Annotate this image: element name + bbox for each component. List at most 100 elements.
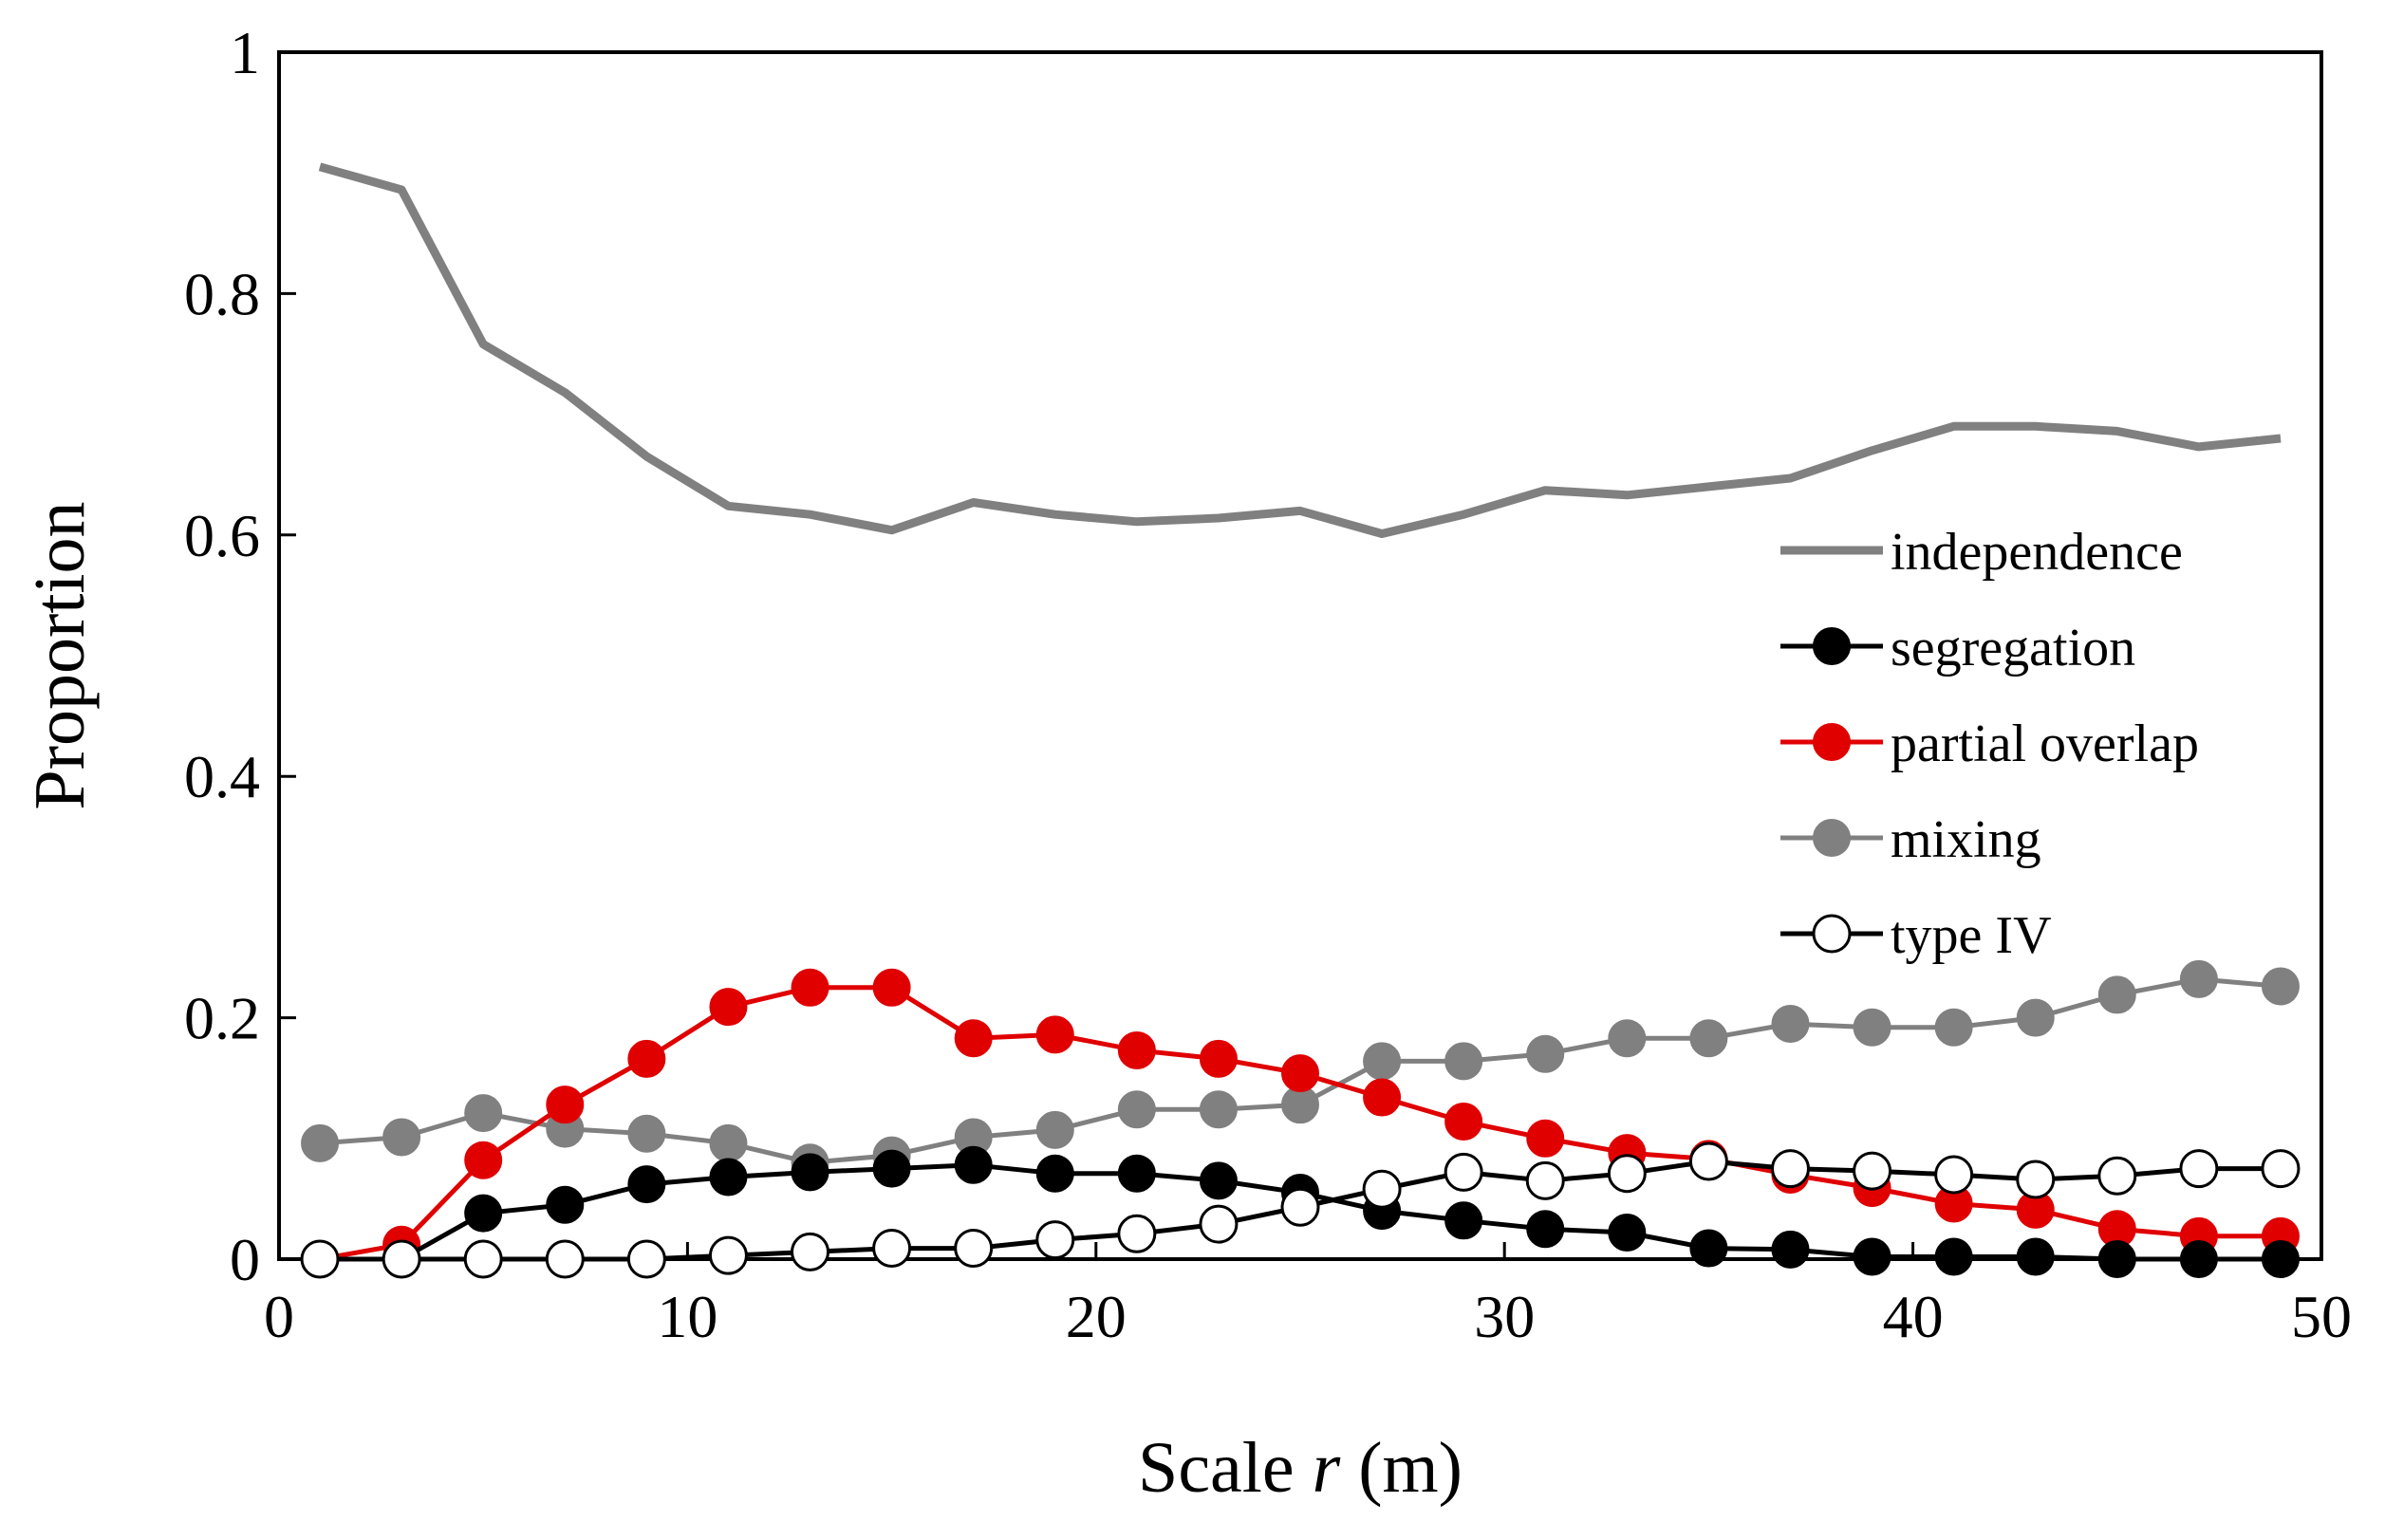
- x-axis-title-prefix: Scale: [1138, 1428, 1313, 1508]
- legend-label-mixing: mixing: [1891, 810, 2041, 869]
- data-point-segregation: [1608, 1214, 1647, 1252]
- legend-swatch-marker: [1813, 627, 1851, 665]
- data-point-segregation: [1771, 1230, 1810, 1269]
- data-point-type-iv: [2097, 1156, 2137, 1196]
- data-point-mixing: [2179, 959, 2218, 998]
- x-tick-label: 50: [2291, 1283, 2352, 1350]
- data-point-type-iv: [1688, 1141, 1728, 1181]
- data-point-mixing: [1771, 1004, 1810, 1043]
- x-axis-title: Scale r (m): [1138, 1428, 1463, 1508]
- data-point-type-iv: [1607, 1154, 1647, 1194]
- legend-label-partial-overlap: partial overlap: [1891, 714, 2199, 773]
- data-point-mixing: [301, 1123, 340, 1162]
- legend-swatch-marker: [1813, 723, 1851, 761]
- x-tick-label: 40: [1883, 1283, 1944, 1350]
- data-point-type-iv: [1035, 1220, 1075, 1260]
- data-point-type-iv: [626, 1239, 666, 1279]
- data-point-mixing: [1608, 1019, 1647, 1058]
- data-point-mixing: [1363, 1042, 1402, 1081]
- data-point-segregation: [1526, 1210, 1565, 1249]
- data-point-mixing: [1444, 1042, 1483, 1081]
- data-point-type-iv: [382, 1239, 421, 1279]
- ticks: 0 10 20 30 40 50 0 0.2 0.4 0.6 0.8 1: [184, 19, 2352, 1350]
- data-point-mixing: [2097, 975, 2136, 1014]
- data-point-segregation: [1689, 1229, 1728, 1268]
- data-point-segregation: [872, 1149, 911, 1188]
- x-tick-label: 20: [1066, 1283, 1127, 1350]
- data-point-type-iv: [300, 1239, 340, 1279]
- data-point-mixing: [1526, 1034, 1565, 1073]
- legend-label-type-iv: type IV: [1891, 906, 2052, 965]
- data-point-segregation: [709, 1158, 748, 1197]
- data-point-segregation: [2097, 1240, 2136, 1278]
- plot-frame: [277, 50, 2323, 1261]
- data-point-mixing: [1689, 1019, 1728, 1058]
- data-point-type-iv: [2179, 1149, 2219, 1189]
- data-point-segregation: [1853, 1237, 1891, 1276]
- data-point-type-iv: [954, 1229, 994, 1269]
- data-point-mixing: [464, 1094, 503, 1133]
- data-point-mixing: [1117, 1090, 1156, 1129]
- y-tick-label: 0.6: [184, 502, 260, 569]
- data-point-partial-overlap: [709, 988, 748, 1027]
- y-axis-title: Proportion: [20, 501, 100, 809]
- data-point-mixing: [2261, 967, 2300, 1006]
- data-point-type-iv: [1934, 1155, 1974, 1195]
- legend: independence segregation partial overlap mi…: [1780, 523, 2199, 965]
- data-point-segregation: [1199, 1161, 1238, 1200]
- y-tick-label: 0.8: [184, 260, 260, 327]
- data-point-type-iv: [1117, 1214, 1157, 1253]
- y-tick-label: 1: [230, 19, 260, 86]
- data-point-partial-overlap: [791, 968, 829, 1007]
- data-point-type-iv: [1525, 1160, 1565, 1200]
- data-point-segregation: [791, 1153, 829, 1192]
- data-point-segregation: [2016, 1237, 2055, 1276]
- data-point-partial-overlap: [872, 968, 911, 1007]
- data-point-segregation: [464, 1194, 503, 1233]
- data-point-type-iv: [1280, 1187, 1320, 1227]
- y-tick-label: 0.2: [184, 985, 260, 1052]
- data-point-partial-overlap: [464, 1141, 503, 1179]
- data-point-mixing: [709, 1123, 748, 1162]
- data-point-type-iv: [1199, 1204, 1239, 1244]
- data-point-type-iv: [2016, 1160, 2056, 1199]
- data-point-mixing: [382, 1118, 421, 1157]
- y-tick-label: 0.4: [184, 743, 260, 810]
- data-point-type-iv: [1853, 1151, 1892, 1191]
- data-point-type-iv: [791, 1232, 830, 1271]
- data-point-segregation: [1035, 1154, 1074, 1193]
- data-point-partial-overlap: [1199, 1039, 1238, 1078]
- data-point-mixing: [1199, 1090, 1238, 1129]
- data-point-type-iv: [708, 1235, 748, 1275]
- x-tick-label: 10: [657, 1283, 717, 1350]
- data-point-partial-overlap: [1035, 1015, 1074, 1054]
- data-point-mixing: [1853, 1008, 1891, 1047]
- data-point-partial-overlap: [954, 1019, 993, 1058]
- y-tick-label: 0: [230, 1226, 260, 1293]
- data-point-mixing: [1035, 1110, 1074, 1149]
- data-point-segregation: [546, 1185, 585, 1224]
- data-point-segregation: [627, 1165, 666, 1204]
- data-point-type-iv: [1444, 1152, 1483, 1192]
- legend-label-segregation: segregation: [1891, 619, 2135, 677]
- data-point-mixing: [1934, 1008, 1973, 1047]
- data-point-segregation: [2261, 1240, 2300, 1278]
- data-point-partial-overlap: [1117, 1030, 1156, 1069]
- data-point-partial-overlap: [1444, 1102, 1483, 1141]
- data-point-type-iv: [463, 1239, 503, 1279]
- legend-swatch-marker: [1812, 914, 1852, 954]
- x-axis-title-variable: r: [1313, 1428, 1341, 1508]
- data-point-segregation: [1444, 1201, 1483, 1240]
- x-tick-label: 0: [264, 1283, 294, 1350]
- data-point-partial-overlap: [1363, 1078, 1402, 1117]
- data-point-type-iv: [872, 1229, 912, 1269]
- data-point-type-iv: [2261, 1149, 2301, 1189]
- data-point-segregation: [954, 1145, 993, 1184]
- data-point-type-iv: [545, 1239, 585, 1279]
- x-tick-label: 30: [1474, 1283, 1535, 1350]
- data-point-partial-overlap: [1281, 1054, 1319, 1093]
- data-point-type-iv: [1770, 1149, 1810, 1189]
- data-point-partial-overlap: [546, 1085, 585, 1124]
- data-point-partial-overlap: [627, 1039, 666, 1078]
